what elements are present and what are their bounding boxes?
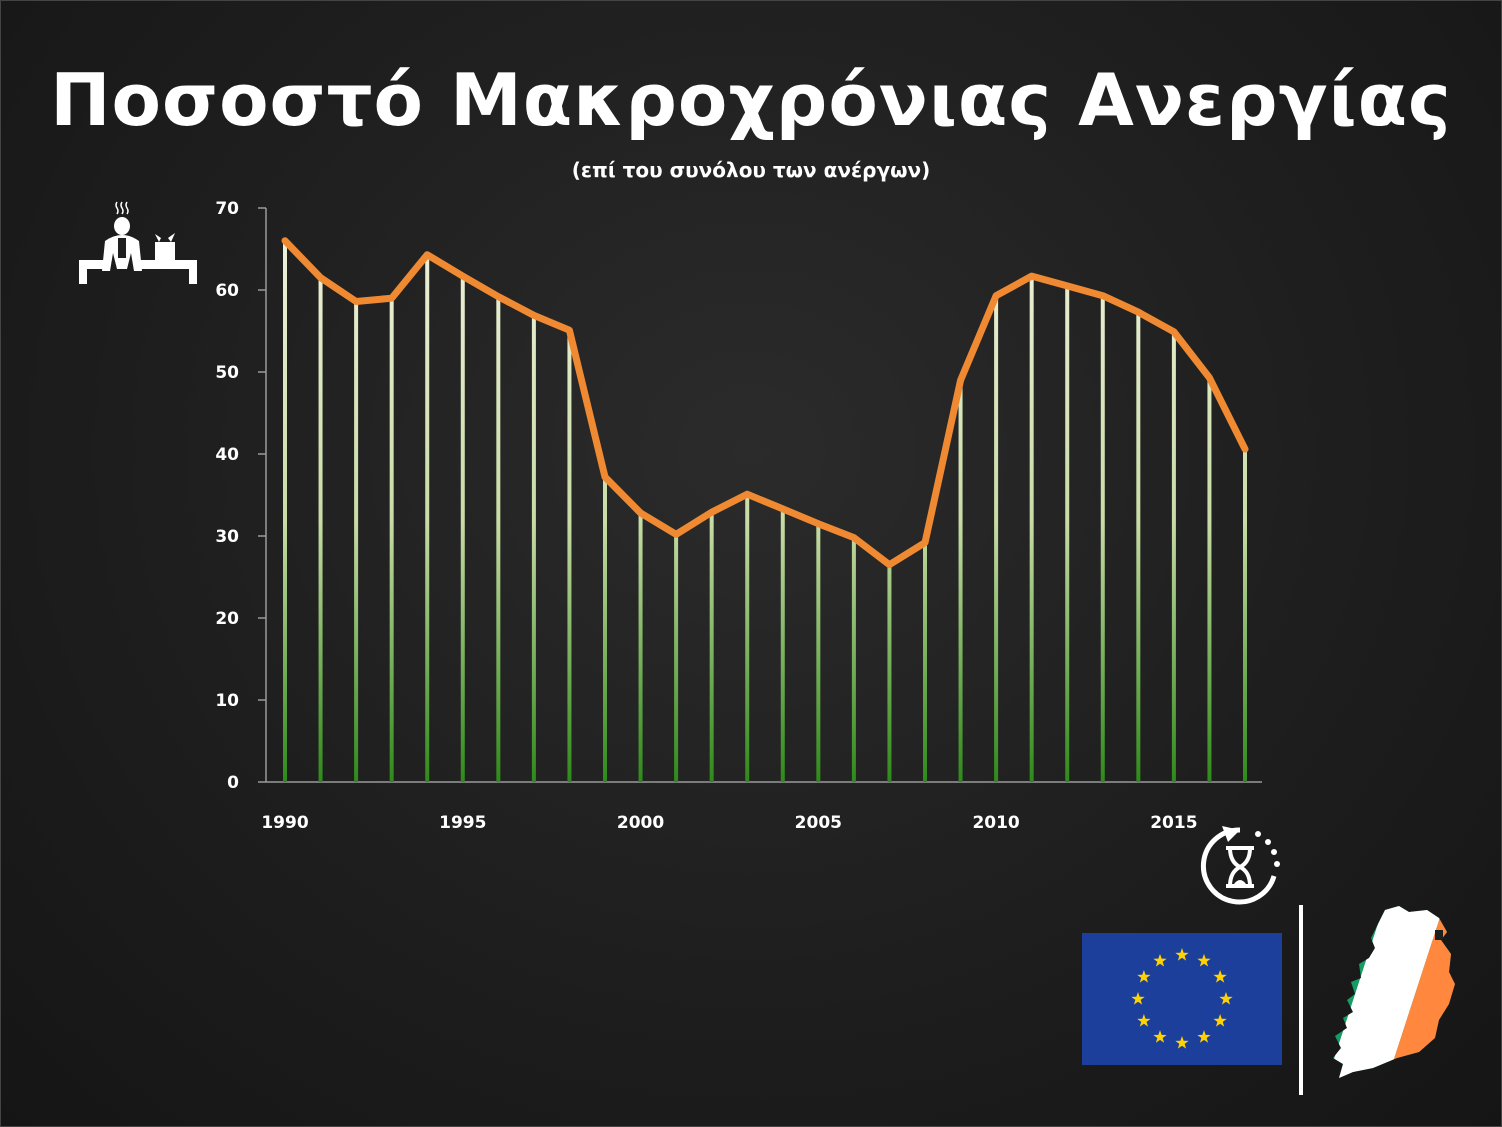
data-point bbox=[531, 313, 536, 318]
data-point bbox=[283, 238, 287, 243]
data-point bbox=[994, 293, 999, 298]
series-line bbox=[281, 237, 1249, 569]
eu-star bbox=[1213, 1014, 1227, 1027]
hourglass-cycle-icon bbox=[1200, 826, 1280, 905]
data-point bbox=[460, 274, 465, 279]
data-point bbox=[638, 511, 643, 516]
y-tick-label: 60 bbox=[215, 281, 239, 301]
eu-star bbox=[1153, 953, 1167, 967]
eu-star bbox=[1153, 1030, 1167, 1043]
data-point bbox=[1207, 375, 1212, 380]
x-tick-label: 2010 bbox=[972, 813, 1019, 833]
data-point bbox=[816, 521, 821, 526]
chart-subtitle: (επί του συνόλου των ανέργων) bbox=[571, 158, 931, 182]
drop-lines bbox=[283, 240, 1247, 782]
y-tick-label: 0 bbox=[227, 773, 239, 793]
x-tick-label: 2015 bbox=[1150, 813, 1197, 833]
data-point bbox=[1100, 293, 1105, 298]
eu-star bbox=[1197, 953, 1211, 967]
data-point bbox=[496, 294, 501, 299]
eu-flag-icon bbox=[1082, 933, 1282, 1065]
chart-title: Ποσοστό Μακροχρόνιας Ανεργίας bbox=[50, 58, 1452, 142]
data-point bbox=[1171, 329, 1176, 334]
data-point bbox=[354, 299, 359, 304]
y-tick-label: 20 bbox=[215, 609, 239, 629]
data-point bbox=[674, 532, 679, 537]
eu-star bbox=[1137, 1014, 1151, 1027]
data-point bbox=[851, 535, 856, 540]
data-point bbox=[1029, 274, 1034, 279]
y-tick-label: 50 bbox=[215, 363, 239, 383]
x-tick-label: 2000 bbox=[617, 813, 664, 833]
x-tick-label: 1990 bbox=[261, 813, 308, 833]
data-point bbox=[603, 474, 607, 479]
eu-star bbox=[1137, 970, 1151, 983]
eu-star bbox=[1213, 970, 1227, 983]
data-point bbox=[923, 540, 927, 545]
data-point bbox=[780, 506, 785, 511]
data-point bbox=[318, 275, 323, 280]
x-tick-label: 1995 bbox=[439, 813, 486, 833]
data-point bbox=[389, 296, 394, 301]
data-point bbox=[425, 252, 430, 257]
series-line-group bbox=[281, 237, 1249, 569]
eu-star bbox=[1219, 992, 1233, 1005]
y-tick-label: 70 bbox=[215, 199, 239, 219]
data-point bbox=[958, 378, 963, 383]
data-point bbox=[745, 492, 750, 497]
data-point bbox=[567, 328, 572, 333]
data-point bbox=[709, 510, 714, 515]
eu-star bbox=[1131, 992, 1145, 1005]
eu-star bbox=[1197, 1030, 1211, 1043]
data-point bbox=[1243, 447, 1247, 452]
data-point bbox=[1136, 310, 1141, 315]
data-point bbox=[887, 562, 892, 567]
y-axis: 0 10 20 30 40 50 60 70 bbox=[215, 199, 267, 793]
data-point bbox=[1065, 283, 1070, 288]
x-axis: 1990 1995 2000 2005 2010 2015 bbox=[261, 781, 1262, 833]
x-tick-label: 2005 bbox=[795, 813, 842, 833]
y-tick-label: 40 bbox=[215, 445, 239, 465]
ireland-map-icon bbox=[1333, 906, 1455, 1078]
eu-star bbox=[1175, 948, 1189, 961]
eu-star bbox=[1175, 1036, 1189, 1049]
unemployed-person-icon bbox=[79, 201, 197, 284]
y-tick-label: 30 bbox=[215, 527, 239, 547]
y-tick-label: 10 bbox=[215, 691, 239, 711]
vertical-separator bbox=[1299, 905, 1303, 1095]
